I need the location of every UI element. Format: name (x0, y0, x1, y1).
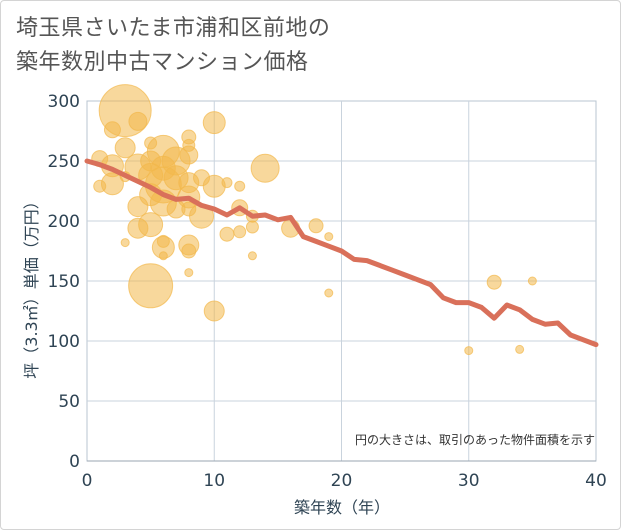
y-tick-label: 0 (69, 452, 80, 472)
x-tick-label: 10 (203, 471, 225, 491)
x-tick-label: 30 (458, 471, 480, 491)
chart-title: 埼玉県さいたま市浦和区前地の 築年数別中古マンション価格 (16, 12, 596, 80)
chart-title-line-1: 埼玉県さいたま市浦和区前地の (16, 16, 331, 41)
bubble-point (181, 243, 197, 259)
bubble-point (324, 288, 334, 298)
bubble-point (158, 251, 168, 261)
bubble-point (103, 121, 121, 139)
bubble-point (202, 174, 226, 198)
x-axis-label: 築年数（年） (294, 498, 390, 517)
bubble-point (202, 111, 226, 135)
y-tick-label: 100 (48, 332, 80, 352)
size-note: 円の大きさは、取引のあった物件面積を示す (355, 432, 595, 447)
bubble-point (138, 212, 164, 238)
x-tick-label: 40 (585, 471, 607, 491)
bubble-point (128, 263, 174, 309)
bubble-point (233, 225, 247, 239)
y-tick-label: 250 (48, 152, 80, 172)
bubble-point (221, 177, 233, 189)
bubble-point (245, 220, 259, 234)
y-tick-label: 50 (58, 392, 80, 412)
bubble-point (184, 268, 194, 278)
bubble-point (120, 238, 130, 248)
bubble-point (203, 300, 225, 322)
bubble-layer (91, 84, 537, 356)
bubble-point (247, 251, 257, 261)
bubble-point (308, 218, 324, 234)
bubble-point (182, 138, 196, 152)
y-tick-label: 150 (48, 272, 80, 292)
bubble-point (486, 274, 502, 290)
bubble-point (515, 344, 525, 354)
bubble-point (128, 111, 148, 131)
bubble-point (93, 179, 107, 193)
x-tick-label: 20 (331, 471, 353, 491)
bubble-point (464, 346, 474, 356)
bubble-point (234, 180, 246, 192)
y-tick-label: 200 (48, 212, 80, 232)
bubble-point (114, 137, 136, 159)
chart-title-line-2: 築年数別中古マンション価格 (16, 50, 309, 75)
y-tick-label: 300 (48, 92, 80, 112)
x-tick-label: 0 (82, 471, 93, 491)
bubble-point (324, 232, 334, 242)
line-layer (84, 158, 599, 348)
bubble-point (250, 153, 280, 183)
axis-layer: 0 50 100 150 200 250 300 0 10 20 30 40 (48, 92, 607, 491)
average-price-line (84, 158, 599, 348)
bubble-point (219, 226, 235, 242)
y-axis-label: 坪（3.3㎡）単価（万円） (22, 193, 41, 378)
bubble-point (527, 276, 537, 286)
